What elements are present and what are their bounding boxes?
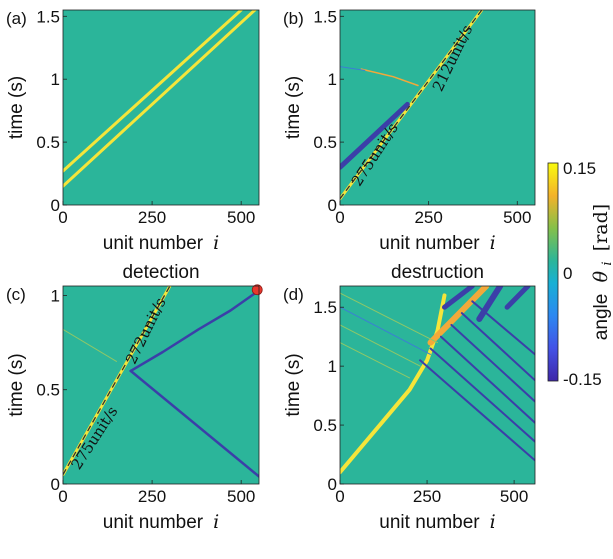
panel-a-xlabel: unit number i — [103, 232, 219, 254]
panel-b-trace-2 — [360, 68, 419, 87]
panel-d-tag: (d) — [283, 285, 304, 304]
panel-d-trace-13 — [340, 306, 431, 355]
panel-d-trace-10 — [504, 286, 531, 310]
panel-c-title: detection — [122, 262, 199, 283]
panel-d-title: destruction — [391, 262, 484, 283]
panel-d-ylabel: time (s) — [283, 353, 304, 416]
panel-a-xtick-0: 0 — [58, 208, 67, 227]
colorbar-label-unit: [rad] — [590, 204, 612, 251]
panel-a-axes-frame — [62, 9, 260, 206]
panel-b-trace-3 — [340, 66, 366, 71]
colorbar-label: angle θ i [rad] — [590, 204, 613, 340]
panel-d-trace-14 — [340, 292, 438, 344]
panel-b-ytick-3: 1.5 — [313, 7, 337, 26]
panel-b-trace-0 — [340, 10, 484, 201]
colorbar-label-sub: i — [600, 262, 613, 266]
panel-d-trace-11 — [340, 342, 411, 379]
panel-d-trace-12 — [340, 324, 421, 367]
panel-b-tag: (b) — [283, 9, 304, 28]
panel-c-trace-2 — [129, 290, 259, 373]
panel-c-trace-1 — [129, 369, 259, 478]
panel-d-heatmap-background — [340, 286, 535, 484]
panel-d-trace-6 — [460, 312, 535, 382]
colorbar-tick-zero: 0 — [563, 264, 572, 283]
panel-d-trace-4 — [440, 335, 535, 424]
panel-b-xtick-2: 500 — [503, 208, 531, 227]
colorbar-tick-min: -0.15 — [563, 370, 602, 389]
panel-a-xtick-1: 250 — [138, 208, 166, 227]
panel-d-trace-0 — [340, 293, 447, 475]
panel-c-ylabel: time (s) — [6, 353, 27, 416]
panel-a-trace-0 — [63, 10, 243, 173]
panel-c-fit-line — [63, 286, 171, 475]
panel-b-trace-1 — [340, 101, 410, 170]
colorbar-label-prefix: angle — [591, 294, 612, 341]
panel-c-ytick-1: 0.5 — [36, 381, 60, 400]
panel-d-ytick-1: 0.5 — [313, 416, 337, 435]
panel-d-ytick-0: 0 — [328, 475, 337, 494]
panel-d-xtick-0: 0 — [335, 487, 344, 506]
panel-d-xtick-2: 500 — [500, 487, 528, 506]
panel-b-xtick-1: 250 — [414, 208, 442, 227]
panel-c-xlabel: unit number i — [103, 511, 219, 533]
panel-b-heatmap-background — [340, 10, 535, 205]
panel-c-tag: (c) — [6, 285, 26, 304]
panel-d-xtick-1: 250 — [413, 487, 441, 506]
panel-d-axes-frame — [339, 285, 536, 485]
panel-d-ytick-2: 1 — [328, 357, 337, 376]
panel-d-trace-1 — [427, 286, 490, 346]
panel-d-ytick-3: 1.5 — [313, 298, 337, 317]
panel-a-ytick-1: 0.5 — [36, 133, 60, 152]
panel-d-trace-8 — [442, 286, 475, 310]
panel-b-xtick-0: 0 — [335, 208, 344, 227]
panel-c-ytick-2: 1 — [51, 286, 60, 305]
panel-b-ylabel: time (s) — [283, 76, 304, 139]
panel-a-heatmap-background — [63, 10, 259, 205]
panel-b-axes-frame — [339, 9, 536, 206]
panel-b-ytick-1: 0.5 — [313, 133, 337, 152]
panel-b-xlabel: unit number i — [379, 232, 495, 254]
colorbar-label-symbol: θ — [590, 270, 612, 282]
panel-c-xtick-2: 500 — [227, 487, 255, 506]
colorbar: 0.15 0 -0.15 angle θ i [rad] — [547, 159, 613, 389]
panel-d-xlabel: unit number i — [379, 511, 495, 533]
colorbar-gradient — [547, 162, 559, 382]
panel-a-ytick-3: 1.5 — [36, 7, 60, 26]
panel-c-xtick-1: 250 — [138, 487, 166, 506]
panel-a-xtick-2: 500 — [227, 208, 255, 227]
panel-a-trace-1 — [63, 10, 258, 188]
panel-d-trace-5 — [450, 323, 535, 403]
panel-b-ytick-0: 0 — [328, 196, 337, 215]
panel-d-trace-3 — [429, 347, 535, 443]
panel-c-axes-frame — [62, 285, 260, 485]
panel-a-ytick-0: 0 — [51, 196, 60, 215]
panel-b-ytick-2: 1 — [328, 70, 337, 89]
panel-d-trace-9 — [476, 286, 504, 322]
colorbar-tick-max: 0.15 — [563, 159, 596, 178]
panel-a: 0 250 500 0 0.5 1 1.5 unit number i time (s) (a) — [6, 7, 260, 254]
panel-d-trace-2 — [419, 359, 535, 462]
panel-d: 0 250 500 0 0.5 1 1.5 unit number i time (s) (d) de… — [283, 262, 536, 533]
panel-c-ytick-0: 0 — [51, 475, 60, 494]
panel-a-tag: (a) — [6, 9, 27, 28]
panel-a-ytick-2: 1 — [51, 70, 60, 89]
panel-a-ylabel: time (s) — [6, 76, 27, 139]
panel-c-trace-3 — [63, 328, 117, 362]
panel-c-xtick-0: 0 — [58, 487, 67, 506]
panel-c-detection-marker — [251, 284, 263, 296]
